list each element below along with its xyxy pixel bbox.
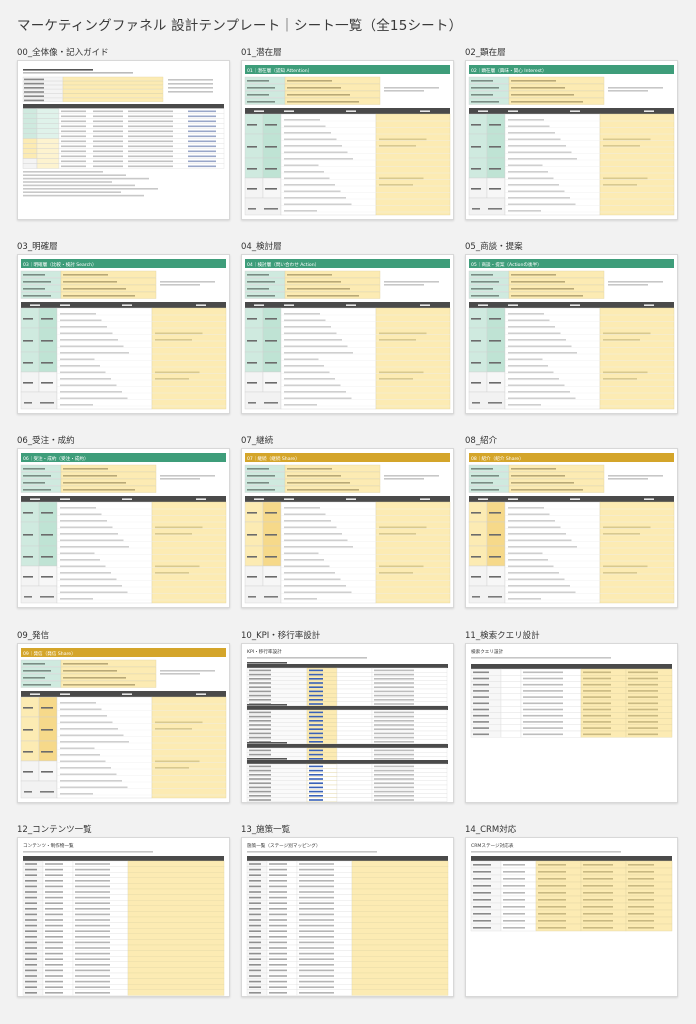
sheet-header: 01｜潜在層（認知 Attention） <box>247 67 312 74</box>
sheet-label: 13_施策一覧 <box>241 825 291 835</box>
sheet-thumbnail[interactable]: 05｜商談・提案（Actionの後半） <box>465 254 678 414</box>
sheet-preview: 08｜紹介（紹介 Share） <box>468 453 675 604</box>
sheet-thumbnail[interactable]: 検索クエリ設計 <box>465 643 678 803</box>
sheet-preview: 検索クエリ設計 <box>470 648 673 738</box>
sheet-header: 04｜検討層（問い合わせ Action） <box>247 261 319 268</box>
sheet-thumbnail[interactable]: 施策一覧（ステージ別マッピング） <box>241 837 454 997</box>
sheet-header: KPI・移行率設計 <box>247 648 282 655</box>
sheet-label: 09_発信 <box>17 631 50 641</box>
sheet-preview: 05｜商談・提案（Actionの後半） <box>468 259 675 410</box>
sheet-thumbnail[interactable]: 04｜検討層（問い合わせ Action） <box>241 254 454 414</box>
sheet-preview: 02｜顕在層（興味・関心 Interest） <box>468 65 675 216</box>
sheet-preview: 03｜明確層（比較・検討 Search） <box>20 259 227 410</box>
sheet-thumbnail[interactable]: KPI・移行率設計 <box>241 643 454 803</box>
page-title: マーケティングファネル 設計テンプレート｜シート一覧（全15シート） <box>17 18 463 34</box>
sheet-header: 09｜発信（発信 Share） <box>23 650 76 657</box>
sheet-thumbnail[interactable]: 08｜紹介（紹介 Share） <box>465 448 678 608</box>
sheet-preview: 04｜検討層（問い合わせ Action） <box>244 259 451 410</box>
sheet-header: 08｜紹介（紹介 Share） <box>471 455 524 462</box>
sheet-preview: 06｜受注・成約（受注・成約） <box>20 453 227 604</box>
sheet-label: 08_紹介 <box>465 436 498 446</box>
sheet-preview: 施策一覧（ステージ別マッピング） <box>246 842 449 996</box>
sheet-thumbnail[interactable]: 07｜継続（継続 Share） <box>241 448 454 608</box>
sheet-thumbnail[interactable]: 01｜潜在層（認知 Attention） <box>241 60 454 220</box>
sheet-label: 01_潜在層 <box>241 48 282 58</box>
sheet-header: 06｜受注・成約（受注・成約） <box>23 455 89 462</box>
sheet-thumbnail[interactable] <box>17 60 230 220</box>
sheet-preview: 01｜潜在層（認知 Attention） <box>244 65 451 216</box>
sheet-label: 06_受注・成約 <box>17 436 75 446</box>
sheet-thumbnail[interactable]: 09｜発信（発信 Share） <box>17 643 230 803</box>
sheet-preview: 07｜継続（継続 Share） <box>244 453 451 604</box>
sheet-header: 施策一覧（ステージ別マッピング） <box>247 842 320 849</box>
sheet-header: 05｜商談・提案（Actionの後半） <box>471 261 542 268</box>
sheet-preview: コンテンツ・制作物一覧 <box>22 842 225 996</box>
sheet-label: 00_全体像・記入ガイド <box>17 48 109 58</box>
sheet-label: 04_検討層 <box>241 242 282 252</box>
sheet-header: 02｜顕在層（興味・関心 Interest） <box>471 67 547 74</box>
sheet-header: コンテンツ・制作物一覧 <box>23 842 74 849</box>
sheet-label: 11_検索クエリ設計 <box>465 631 540 641</box>
sheet-label: 03_明確層 <box>17 242 58 252</box>
sheet-header: 検索クエリ設計 <box>471 648 504 655</box>
sheet-thumbnail[interactable]: コンテンツ・制作物一覧 <box>17 837 230 997</box>
sheet-label: 05_商談・提案 <box>465 242 523 252</box>
sheet-header: CRMステージ対応表 <box>471 842 514 849</box>
sheet-preview: 09｜発信（発信 Share） <box>20 648 227 799</box>
sheet-preview <box>22 69 225 197</box>
sheet-label: 12_コンテンツ一覧 <box>17 825 92 835</box>
sheet-label: 07_継続 <box>241 436 274 446</box>
sheet-header: 07｜継続（継続 Share） <box>247 455 300 462</box>
sheet-preview: CRMステージ対応表 <box>470 842 673 932</box>
sheet-header: 03｜明確層（比較・検討 Search） <box>23 261 97 268</box>
sheet-thumbnail[interactable]: CRMステージ対応表 <box>465 837 678 997</box>
sheet-thumbnail[interactable]: 03｜明確層（比較・検討 Search） <box>17 254 230 414</box>
sheet-label: 14_CRM対応 <box>465 825 517 835</box>
sheet-label: 02_顕在層 <box>465 48 506 58</box>
sheet-thumbnail[interactable]: 02｜顕在層（興味・関心 Interest） <box>465 60 678 220</box>
sheet-preview: KPI・移行率設計 <box>246 648 448 802</box>
sheet-thumbnail[interactable]: 06｜受注・成約（受注・成約） <box>17 448 230 608</box>
sheet-label: 10_KPI・移行率設計 <box>241 631 321 641</box>
